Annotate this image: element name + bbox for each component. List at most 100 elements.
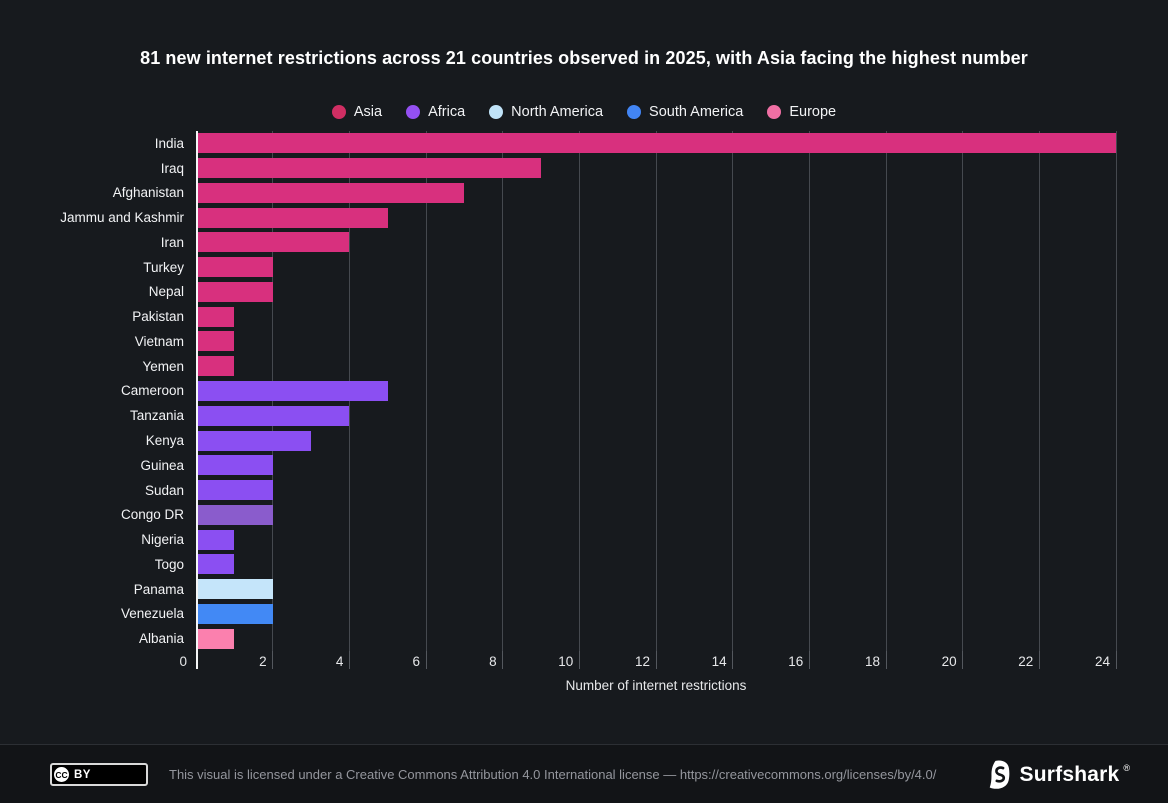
- cc-by-label: BY: [74, 768, 91, 781]
- country-label: Sudan: [144, 482, 184, 498]
- gridline-22: [1038, 131, 1040, 651]
- country-label: India: [154, 135, 184, 151]
- x-tick-label: 20: [941, 654, 957, 669]
- country-label: Guinea: [140, 457, 184, 473]
- x-tick-label: 8: [489, 654, 497, 669]
- bar-afghanistan: [198, 182, 465, 203]
- x-tick-label: 10: [558, 654, 574, 669]
- legend-item-africa: Africa: [406, 104, 465, 120]
- country-label: Kenya: [145, 433, 184, 449]
- surfshark-wordmark: Surfshark: [1019, 762, 1120, 786]
- x-tick-22: [1038, 651, 1040, 669]
- bar-jammu-and-kashmir: [198, 207, 388, 228]
- surfshark-icon: [989, 760, 1009, 789]
- gridline-24: [1115, 131, 1117, 651]
- bar-panama: [198, 579, 273, 600]
- x-tick-label: 18: [864, 654, 880, 669]
- country-label: Turkey: [143, 259, 184, 275]
- bar-kenya: [198, 430, 311, 451]
- x-tick-label: 16: [788, 654, 804, 669]
- x-tick-label: 2: [259, 654, 267, 669]
- page-title: 81 new internet restrictions across 21 c…: [140, 48, 1028, 68]
- x-tick-label: 0: [179, 654, 187, 669]
- x-tick-label: 4: [335, 654, 344, 669]
- x-tick-20: [962, 651, 964, 669]
- gridline-16: [808, 131, 810, 651]
- footer: CC BY This visual is licensed under a Cr…: [0, 744, 1168, 803]
- x-tick-10: [578, 651, 580, 669]
- bar-tanzania: [198, 405, 350, 426]
- legend-dot-icon: [406, 105, 421, 119]
- y-axis-line: [196, 131, 198, 669]
- bar-yemen: [198, 356, 235, 377]
- bar-india: [198, 133, 1116, 154]
- plot-area: [196, 131, 1117, 669]
- gridline-10: [578, 131, 580, 651]
- country-label: Togo: [154, 556, 184, 572]
- legend-label: Asia: [353, 104, 383, 120]
- legend-item-asia: Asia: [331, 104, 383, 120]
- x-tick-6: [425, 651, 427, 669]
- bar-pakistan: [198, 306, 235, 327]
- legend-label: Europe: [789, 104, 837, 120]
- legend-dot-icon: [627, 105, 642, 119]
- legend-label: Africa: [428, 104, 466, 120]
- x-tick-12: [655, 651, 657, 669]
- country-label: Pakistan: [132, 309, 184, 325]
- country-label: Yemen: [142, 358, 184, 374]
- x-tick-label: 22: [1018, 654, 1034, 669]
- x-tick-label: 24: [1094, 654, 1110, 669]
- country-label: Cameroon: [120, 383, 184, 399]
- legend-item-north-america: North America: [489, 104, 603, 120]
- bar-nepal: [198, 281, 273, 302]
- x-axis-title: Number of internet restrictions: [565, 678, 747, 693]
- x-tick-16: [808, 651, 810, 669]
- x-tick-4: [348, 651, 350, 669]
- bar-iraq: [198, 158, 541, 179]
- gridline-18: [885, 131, 887, 651]
- x-tick-8: [502, 651, 504, 669]
- bar-vietnam: [198, 331, 235, 352]
- registered-mark: ®: [1123, 763, 1130, 773]
- country-label: Iraq: [160, 160, 184, 176]
- country-label: Albania: [138, 631, 184, 647]
- y-axis-labels: India Iraq Afghanistan Jammu and Kashmir Ira…: [0, 131, 184, 651]
- country-label: Nepal: [148, 284, 184, 300]
- x-tick-18: [885, 651, 887, 669]
- bar-nigeria: [198, 529, 235, 550]
- gridline-6: [425, 131, 427, 651]
- country-label: Jammu and Kashmir: [60, 210, 184, 226]
- country-label: Vietnam: [134, 333, 184, 349]
- cc-icon: CC: [54, 767, 69, 782]
- bar-turkey: [198, 257, 273, 278]
- x-tick-label: 6: [412, 654, 420, 669]
- x-tick-24: [1115, 651, 1117, 669]
- legend-item-south-america: South America: [627, 104, 743, 120]
- bar-sudan: [198, 480, 273, 501]
- country-label: Tanzania: [129, 408, 184, 424]
- gridline-20: [962, 131, 964, 651]
- country-label: Nigeria: [141, 532, 184, 548]
- legend-label: South America: [649, 104, 744, 120]
- country-label: Afghanistan: [112, 185, 184, 201]
- bar-togo: [198, 554, 235, 575]
- gridline-14: [732, 131, 734, 651]
- gridline-12: [655, 131, 657, 651]
- x-tick-14: [732, 651, 734, 669]
- country-label: Venezuela: [120, 606, 184, 622]
- bar-guinea: [198, 455, 273, 476]
- x-tick-label: 12: [634, 654, 650, 669]
- surfshark-logo: Surfshark ®: [988, 760, 1130, 789]
- bar-congo-dr: [198, 504, 273, 525]
- legend-label: North America: [511, 104, 604, 120]
- gridline-8: [502, 131, 504, 651]
- bar-iran: [198, 232, 350, 253]
- legend-dot-icon: [489, 105, 504, 119]
- legend-item-europe: Europe: [767, 104, 836, 120]
- country-label: Iran: [160, 234, 184, 250]
- legend: Asia Africa North America South America Euro…: [0, 101, 1168, 123]
- country-label: Panama: [133, 581, 184, 597]
- bar-venezuela: [198, 603, 273, 624]
- x-tick-2: [272, 651, 274, 669]
